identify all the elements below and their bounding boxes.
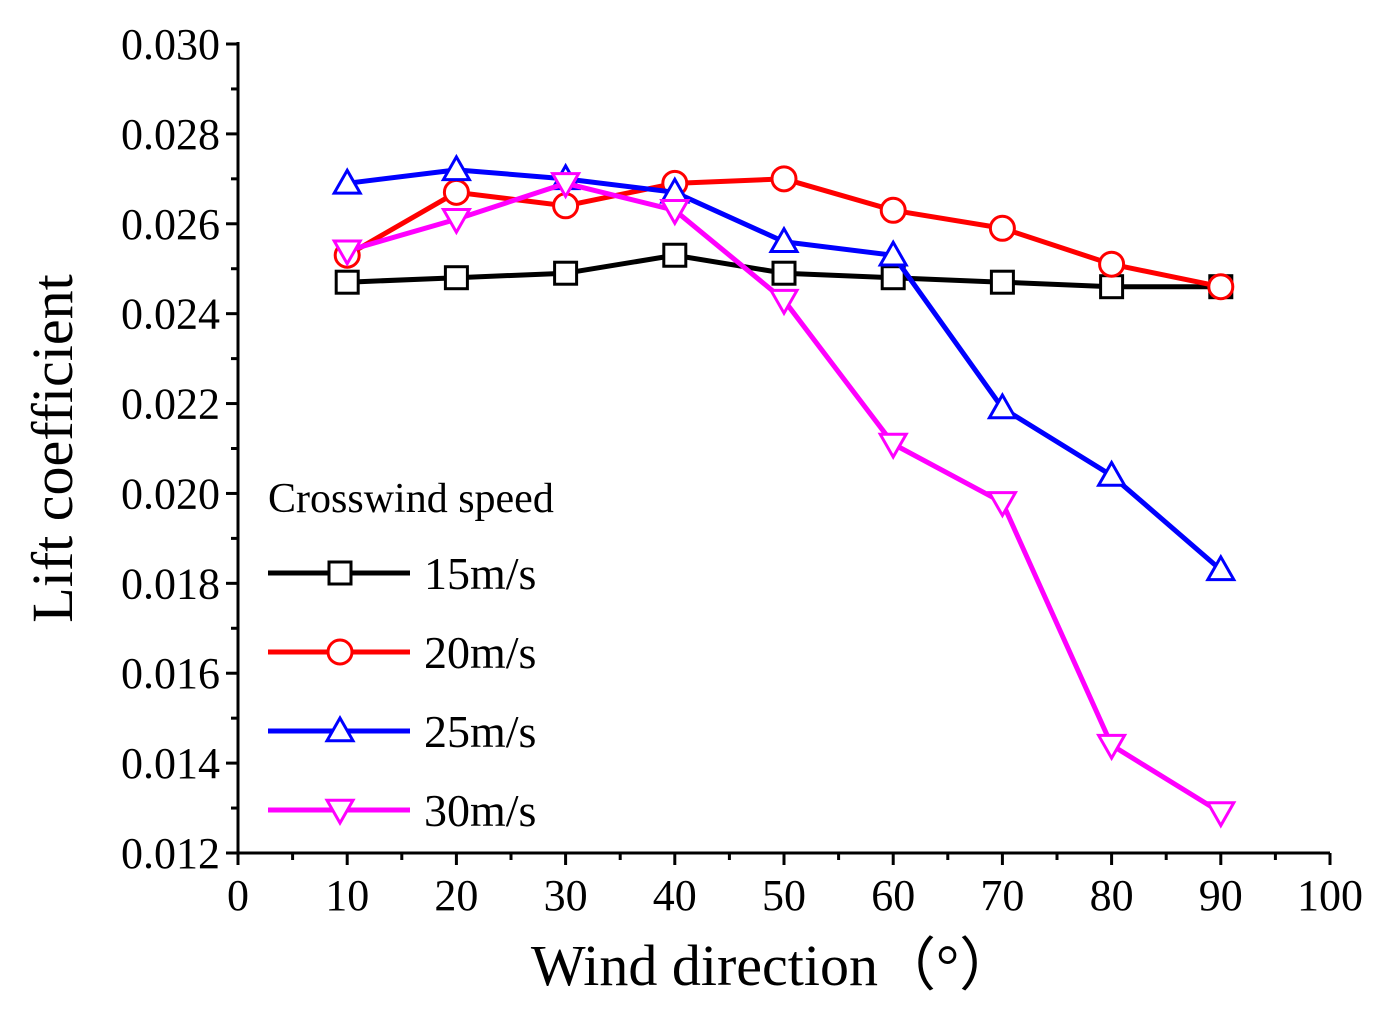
circle-marker (879, 196, 907, 224)
legend-item: 15m/s (268, 548, 536, 599)
series-layer (331, 153, 1237, 829)
legend-label: 30m/s (424, 785, 536, 836)
triangle-up-marker (986, 392, 1018, 420)
triangle-down-marker (659, 199, 691, 227)
x-tick-label: 80 (1090, 871, 1134, 920)
triangle-down-marker (440, 208, 472, 236)
x-tick-label: 60 (871, 871, 915, 920)
y-tick-label: 0.022 (121, 380, 220, 429)
y-tick-label: 0.024 (121, 290, 220, 339)
triangle-up-marker (877, 239, 909, 267)
square-marker (1099, 274, 1125, 300)
legend-label: 15m/s (424, 548, 536, 599)
square-marker (327, 560, 353, 586)
x-tick-label: 20 (434, 871, 478, 920)
triangle-down-marker (768, 288, 800, 317)
x-tick-label: 0 (227, 871, 249, 920)
circle-marker (442, 178, 470, 206)
triangle-up-marker (1205, 553, 1237, 582)
y-tick-label: 0.012 (121, 829, 220, 878)
y-tick-label: 0.014 (121, 739, 220, 788)
triangle-up-marker (768, 225, 800, 254)
triangle-down-marker (324, 798, 356, 827)
x-tick-label: 40 (653, 871, 697, 920)
triangle-up-marker (1096, 459, 1128, 487)
x-tick-label: 30 (544, 871, 588, 920)
y-tick-label: 0.016 (121, 649, 220, 698)
square-marker (880, 265, 906, 291)
circle-marker (326, 638, 354, 666)
circle-marker (1098, 250, 1126, 278)
y-tick-label: 0.030 (121, 20, 220, 69)
series-25m/s (331, 153, 1237, 582)
legend-label: 25m/s (424, 706, 536, 757)
legend: Crosswind speed 15m/s 20m/s 25m/s 30m/s (268, 476, 554, 836)
legend-item: 20m/s (268, 627, 536, 678)
axes: 0 10 20 30 40 50 60 70 80 90 100 0.012 0.014 0.016 0.0… (121, 20, 1363, 920)
circle-marker (988, 214, 1016, 242)
square-marker (771, 260, 797, 286)
y-tick-label: 0.020 (121, 469, 220, 518)
x-tick-label: 50 (762, 871, 806, 920)
triangle-down-marker (986, 491, 1018, 519)
x-tick-label: 100 (1297, 871, 1363, 920)
y-tick-label: 0.026 (121, 200, 220, 249)
y-tick-label: 0.028 (121, 110, 220, 159)
x-tick-label: 70 (980, 871, 1024, 920)
square-marker (553, 260, 579, 286)
triangle-down-marker (331, 239, 363, 267)
x-tick-label: 90 (1199, 871, 1243, 920)
series-30m/s (331, 172, 1237, 829)
legend-item: 30m/s (268, 785, 536, 836)
square-marker (443, 265, 469, 291)
triangle-down-marker (1096, 733, 1128, 762)
square-marker (989, 269, 1015, 295)
series-20m/s (333, 165, 1235, 301)
triangle-up-marker (324, 714, 356, 743)
triangle-down-marker (877, 432, 909, 461)
y-axis-title: Lift coefficient (20, 274, 85, 622)
square-marker (334, 269, 360, 295)
circle-marker (1207, 273, 1235, 301)
y-tick-label: 0.018 (121, 559, 220, 608)
triangle-down-marker (1205, 801, 1237, 829)
triangle-up-marker (331, 167, 363, 195)
legend-item: 25m/s (268, 706, 536, 757)
square-marker (662, 242, 688, 268)
legend-label: 20m/s (424, 627, 536, 678)
triangle-down-marker (550, 172, 582, 200)
legend-title: Crosswind speed (268, 476, 554, 522)
x-tick-label: 10 (325, 871, 369, 920)
circle-marker (770, 165, 798, 193)
triangle-up-marker (440, 153, 472, 182)
x-axis-title: Wind direction（°） (531, 933, 1017, 998)
